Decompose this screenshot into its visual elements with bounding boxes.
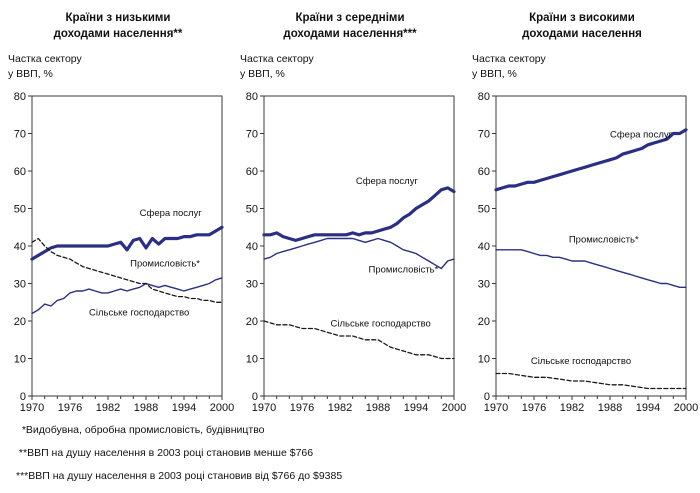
svg-text:2000: 2000 — [210, 402, 234, 414]
y-axis-label-low-income: Частка сектору у ВВП, % — [8, 53, 82, 81]
svg-text:1988: 1988 — [134, 402, 158, 414]
svg-text:1982: 1982 — [96, 402, 120, 414]
svg-text:60: 60 — [478, 166, 490, 178]
svg-text:0: 0 — [252, 391, 258, 403]
svg-text:10: 10 — [246, 354, 258, 366]
footnote-low-income-definition: **ВВП на душу населення в 2003 році стан… — [16, 447, 314, 459]
svg-text:1988: 1988 — [598, 402, 622, 414]
chart-middle-income: Країни з середніми доходами населення***… — [234, 4, 466, 420]
svg-text:0: 0 — [484, 391, 490, 403]
svg-text:0: 0 — [20, 391, 26, 403]
svg-text:60: 60 — [14, 166, 26, 178]
svg-text:40: 40 — [14, 241, 26, 253]
chart-title-low-income: Країни з низькими доходами населення** — [53, 12, 183, 41]
svg-text:Промисловість*: Промисловість* — [569, 234, 639, 245]
svg-text:50: 50 — [246, 204, 258, 216]
svg-text:1976: 1976 — [522, 402, 546, 414]
svg-text:70: 70 — [14, 129, 26, 141]
svg-text:2000: 2000 — [442, 402, 466, 414]
svg-text:10: 10 — [478, 354, 490, 366]
chart-high-income: Країни з високими доходами населення Час… — [466, 4, 698, 420]
svg-text:80: 80 — [246, 91, 258, 103]
chart-low-income: Країни з низькими доходами населення** Ч… — [2, 4, 234, 420]
chart-plot-high-income: 0 10 20 30 40 50 60 70 80 1970 1976 1982 1988 1994 200… — [478, 91, 698, 414]
svg-text:20: 20 — [478, 316, 490, 328]
svg-text:1976: 1976 — [290, 402, 314, 414]
svg-text:1994: 1994 — [172, 402, 196, 414]
svg-text:Промисловість*: Промисловість* — [369, 264, 439, 275]
svg-text:Сільське господарство: Сільське господарство — [531, 356, 631, 367]
svg-text:30: 30 — [478, 279, 490, 291]
footnotes: *Видобувна, обробна промисловість, будів… — [16, 424, 700, 482]
svg-text:20: 20 — [14, 316, 26, 328]
y-axis-label-high-income: Частка сектору у ВВП, % — [472, 53, 546, 81]
svg-text:2000: 2000 — [674, 402, 698, 414]
svg-text:10: 10 — [14, 354, 26, 366]
svg-text:Сільське господарство: Сільське господарство — [331, 319, 431, 330]
svg-text:30: 30 — [14, 279, 26, 291]
chart-title-middle-income: Країни з середніми доходами населення*** — [283, 12, 417, 41]
svg-text:60: 60 — [246, 166, 258, 178]
svg-text:80: 80 — [14, 91, 26, 103]
footnote-middle-income-definition: ***ВВП на душу населення в 2003 році ста… — [16, 470, 343, 482]
svg-text:70: 70 — [246, 129, 258, 141]
chart-title-high-income: Країни з високими доходами населення — [522, 12, 642, 41]
svg-text:1982: 1982 — [560, 402, 584, 414]
svg-text:1988: 1988 — [366, 402, 390, 414]
svg-text:30: 30 — [246, 279, 258, 291]
svg-text:70: 70 — [478, 129, 490, 141]
svg-text:1976: 1976 — [58, 402, 82, 414]
svg-text:Сільське господарство: Сільське господарство — [89, 307, 189, 318]
svg-text:80: 80 — [478, 91, 490, 103]
svg-text:Сфера послуг: Сфера послуг — [140, 208, 203, 219]
svg-text:1970: 1970 — [252, 402, 276, 414]
svg-text:40: 40 — [478, 241, 490, 253]
svg-text:40: 40 — [246, 241, 258, 253]
svg-text:1982: 1982 — [328, 402, 352, 414]
svg-text:1970: 1970 — [484, 402, 508, 414]
svg-text:1994: 1994 — [404, 402, 428, 414]
svg-text:Сфера послуг: Сфера послуг — [610, 129, 673, 140]
svg-text:20: 20 — [246, 316, 258, 328]
y-axis-label-middle-income: Частка сектору у ВВП, % — [240, 53, 314, 81]
svg-text:50: 50 — [478, 204, 490, 216]
svg-text:Промисловість*: Промисловість* — [130, 259, 200, 270]
svg-text:1970: 1970 — [20, 402, 44, 414]
svg-text:50: 50 — [14, 204, 26, 216]
svg-text:Сфера послуг: Сфера послуг — [356, 176, 419, 187]
svg-text:1994: 1994 — [636, 402, 660, 414]
charts-row: Країни з низькими доходами населення** Ч… — [2, 4, 698, 420]
chart-plot-low-income: 0 10 20 30 40 50 60 70 80 1970 1976 1982 1988 1994 200… — [14, 91, 234, 414]
chart-plot-middle-income: 0 10 20 30 40 50 60 70 80 1970 1976 1982 1988 1994 200… — [246, 91, 466, 414]
footnote-industry-definition: *Видобувна, обробна промисловість, будів… — [16, 424, 265, 436]
